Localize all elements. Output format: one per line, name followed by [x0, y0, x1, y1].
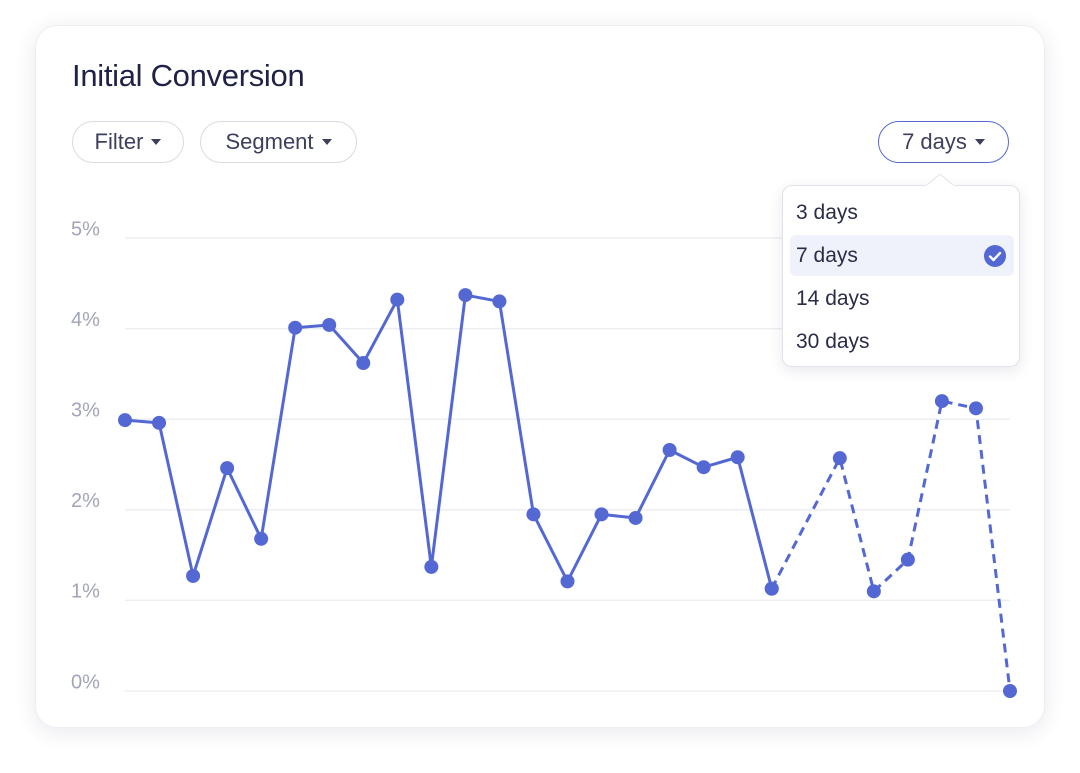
- data-point: [696, 460, 711, 475]
- dropdown-option[interactable]: 30 days: [790, 321, 1014, 362]
- data-point: [356, 356, 371, 371]
- filter-button[interactable]: Filter: [72, 121, 184, 163]
- y-tick-label: 2%: [71, 490, 100, 512]
- caret: [974, 139, 985, 145]
- data-point: [458, 288, 473, 303]
- dropdown-arrow: [926, 174, 954, 186]
- data-point: [492, 294, 507, 309]
- caret: [321, 139, 332, 145]
- option-label: 14 days: [796, 286, 870, 310]
- selected-check: [984, 245, 1006, 267]
- data-point: [288, 320, 303, 335]
- data-point: [322, 317, 337, 332]
- y-tick-label: 3%: [71, 399, 100, 421]
- data-point: [254, 531, 269, 546]
- data-point: [866, 584, 881, 599]
- option-label: 7 days: [796, 243, 858, 267]
- range-button[interactable]: 7 days: [878, 121, 1009, 163]
- data-point: [594, 507, 609, 522]
- data-point: [934, 394, 949, 409]
- data-point: [764, 581, 779, 596]
- series-line: [770, 399, 1012, 692]
- data-point: [220, 461, 235, 476]
- segment-button[interactable]: Segment: [200, 121, 357, 163]
- y-tick-label: 5%: [71, 218, 100, 240]
- data-point: [526, 507, 541, 522]
- data-point: [1003, 684, 1017, 698]
- data-point: [424, 559, 439, 574]
- card-title: Initial Conversion: [72, 58, 305, 93]
- button-label: Segment: [225, 129, 314, 154]
- option-label: 30 days: [796, 329, 870, 353]
- data-point: [390, 292, 405, 307]
- data-point: [900, 552, 915, 567]
- dropdown-option[interactable]: 7 days: [790, 235, 1014, 276]
- caret: [151, 139, 162, 145]
- data-point: [968, 401, 983, 416]
- data-point: [118, 413, 132, 428]
- dropdown-option[interactable]: 3 days: [790, 192, 1014, 233]
- button-label: 7 days: [902, 129, 967, 154]
- y-tick-label: 0%: [71, 671, 100, 693]
- button-label: Filter: [94, 129, 144, 154]
- data-point: [560, 574, 575, 589]
- series-line: [124, 293, 774, 589]
- data-point: [730, 450, 745, 465]
- option-label: 3 days: [796, 200, 858, 224]
- data-point: [832, 451, 847, 466]
- range-dropdown: 3 days 7 days 14 days 30 days: [782, 185, 1020, 367]
- data-point: [662, 443, 677, 458]
- data-point: [186, 568, 201, 583]
- y-tick-label: 4%: [71, 309, 100, 331]
- y-tick-label: 1%: [71, 581, 100, 603]
- data-point: [628, 510, 643, 525]
- dropdown-option[interactable]: 14 days: [790, 278, 1014, 319]
- data-point: [152, 415, 167, 430]
